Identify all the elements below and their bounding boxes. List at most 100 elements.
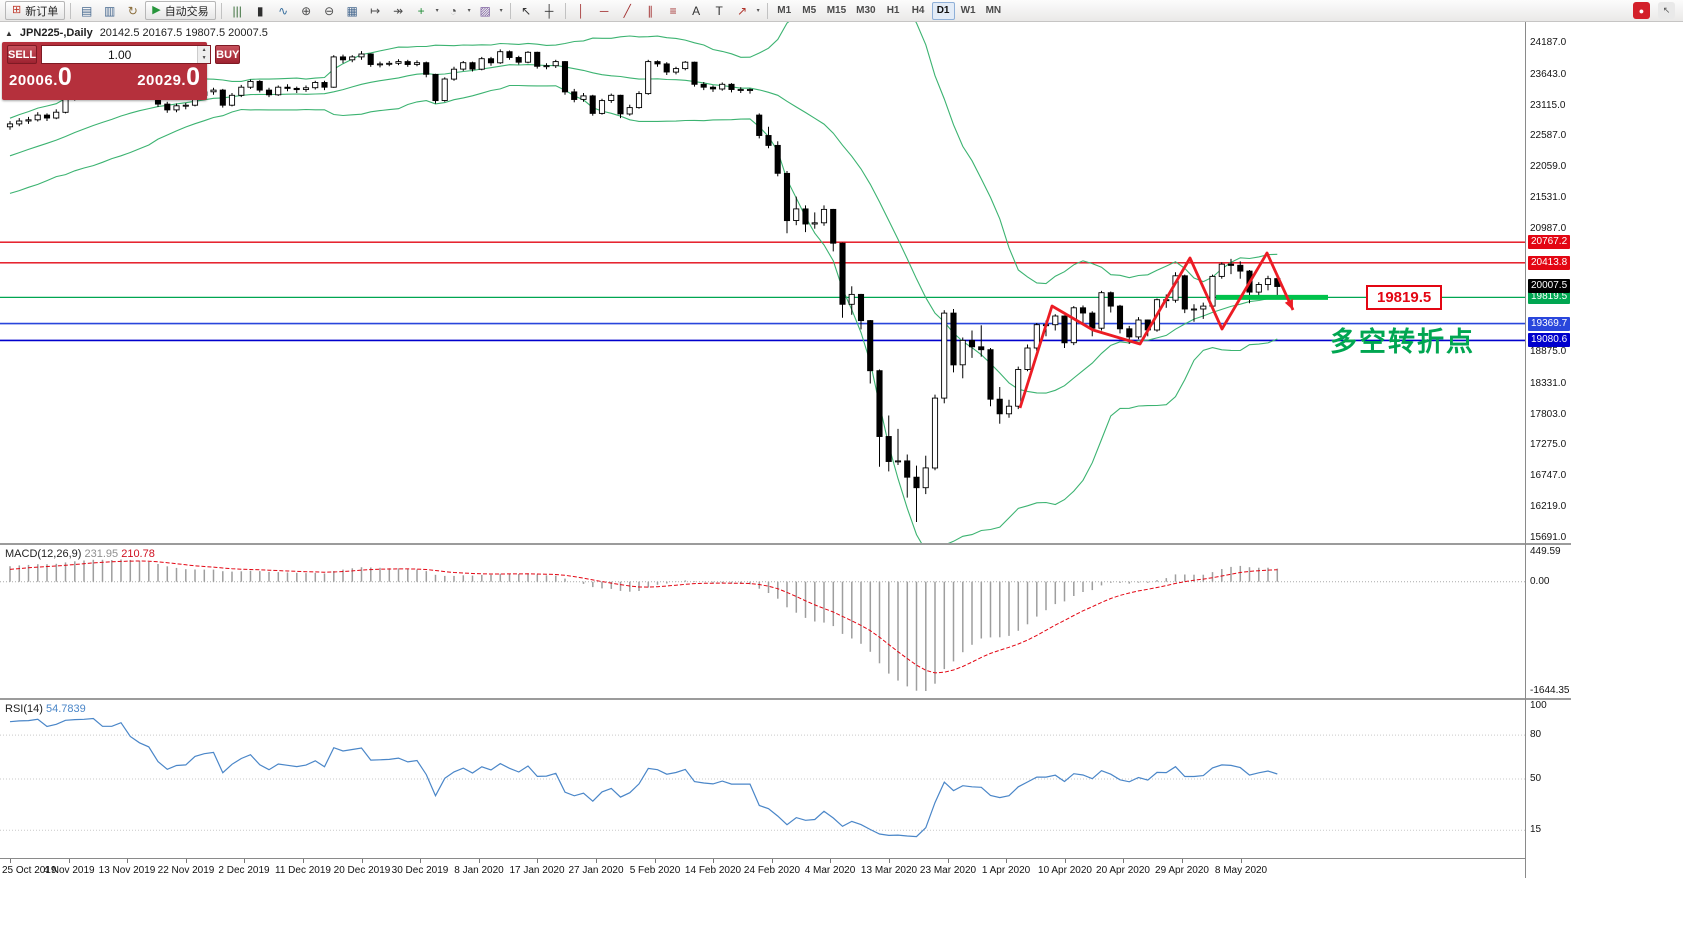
indicators-dropdown-caret[interactable]: ▾ bbox=[433, 7, 442, 14]
volume-spinner: ▲ ▼ bbox=[197, 46, 211, 63]
crosshair-icon[interactable]: ┼ bbox=[539, 1, 560, 20]
periods-icon[interactable]: ◔ bbox=[443, 1, 464, 20]
charts-grid-icon[interactable]: ▤ bbox=[76, 1, 97, 20]
support-resistance-lines[interactable] bbox=[0, 241, 1525, 342]
one-click-collapse-button[interactable]: ▲ bbox=[5, 28, 13, 38]
rsi-name: RSI(14) bbox=[5, 703, 43, 715]
volume-decrease-button[interactable]: ▼ bbox=[198, 54, 211, 63]
timeframe-d1-button[interactable]: D1 bbox=[931, 1, 955, 20]
cursor-icon[interactable]: ↖ bbox=[516, 1, 537, 20]
horizontal-line-icon[interactable]: ─ bbox=[594, 1, 615, 20]
rsi-value: 54.7839 bbox=[45, 703, 86, 715]
timeframe-h1-button[interactable]: H1 bbox=[882, 2, 905, 20]
arrows-dropdown-caret[interactable]: ▾ bbox=[754, 7, 763, 14]
time-axis[interactable]: 25 Oct 2019 4 Nov 2019 13 Nov 2019 22 Nov 2… bbox=[0, 858, 1525, 878]
trendline-icon[interactable]: ╱ bbox=[617, 1, 638, 20]
new-order-button[interactable]: ⊞ 新订单 bbox=[5, 1, 66, 20]
periods-dropdown-caret[interactable]: ▾ bbox=[465, 7, 474, 14]
timeframe-h4-button[interactable]: H4 bbox=[907, 2, 930, 20]
time-axis-label: 20 Apr 2020 bbox=[1096, 865, 1150, 876]
time-axis-label: 11 Dec 2019 bbox=[275, 865, 331, 876]
rsi-indicator-label: RSI(14) 54.7839 bbox=[5, 703, 86, 715]
broker-red-icon[interactable]: ● bbox=[1633, 2, 1650, 19]
price-tick-label: 23643.0 bbox=[1530, 69, 1567, 80]
auto-trading-button-label: 自动交易 bbox=[164, 5, 209, 18]
broker-pointer-icon[interactable]: ↖ bbox=[1658, 2, 1675, 19]
macd-main-value: 231.95 bbox=[84, 548, 119, 560]
price-tick-label: 23115.0 bbox=[1530, 100, 1566, 111]
timeframe-m15-button[interactable]: M15 bbox=[823, 2, 850, 20]
time-tick-mark bbox=[1006, 859, 1007, 863]
price-tick-label: 17803.0 bbox=[1530, 409, 1567, 420]
profiles-icon[interactable]: ▥ bbox=[99, 1, 120, 20]
fibonacci-icon[interactable]: ≡ bbox=[663, 1, 684, 20]
macd-axis-label: -1644.35 bbox=[1530, 685, 1570, 696]
indicators-add-icon[interactable]: + bbox=[411, 1, 432, 20]
zoom-in-icon[interactable]: ⊕ bbox=[296, 1, 317, 20]
price-tick-label: 24187.0 bbox=[1530, 37, 1567, 48]
macd-name: MACD(12,26,9) bbox=[5, 548, 82, 560]
rsi-panel[interactable] bbox=[0, 700, 1525, 858]
vertical-line-icon[interactable]: │ bbox=[571, 1, 592, 20]
text-icon[interactable]: A bbox=[686, 1, 707, 20]
timeframe-m30-button[interactable]: M30 bbox=[852, 2, 879, 20]
channel-icon[interactable]: ∥ bbox=[640, 1, 661, 20]
autotrade-play-icon: ▶ bbox=[152, 4, 161, 16]
line-chart-icon[interactable]: ∿ bbox=[273, 1, 294, 20]
price-level-callout[interactable]: 19819.5 bbox=[1366, 285, 1443, 310]
timeframe-m5-button[interactable]: M5 bbox=[798, 2, 821, 20]
timeframe-w1-button[interactable]: W1 bbox=[957, 2, 980, 20]
time-axis-label: 22 Nov 2019 bbox=[157, 865, 215, 876]
buy-price[interactable]: 20029. 0 bbox=[137, 65, 200, 90]
price-axis[interactable]: 24187.0 23643.0 23115.0 22587.0 22059.0 21531… bbox=[1527, 0, 1585, 947]
arrows-icon[interactable]: ↗ bbox=[732, 1, 753, 20]
macd-panel-separator[interactable] bbox=[0, 543, 1571, 545]
price-tick-label: 21531.0 bbox=[1530, 192, 1567, 203]
zoom-out-icon[interactable]: ⊖ bbox=[319, 1, 340, 20]
level-price-label: 20767.2 bbox=[1528, 235, 1571, 249]
chart-shift-icon[interactable]: ↠ bbox=[388, 1, 409, 20]
price-tick-label: 16747.0 bbox=[1530, 470, 1567, 481]
time-tick-mark bbox=[1182, 859, 1183, 863]
text-label-icon[interactable]: T bbox=[709, 1, 730, 20]
time-axis-label: 8 Jan 2020 bbox=[454, 865, 504, 876]
buy-button[interactable]: BUY bbox=[215, 45, 241, 64]
price-chart-canvas[interactable] bbox=[0, 22, 1525, 543]
time-tick-mark bbox=[596, 859, 597, 863]
timeframe-m1-button[interactable]: M1 bbox=[773, 2, 796, 20]
candlestick-chart-icon[interactable]: ▮ bbox=[250, 1, 271, 20]
time-axis-label: 24 Feb 2020 bbox=[743, 865, 801, 876]
axis-border bbox=[1525, 22, 1526, 878]
rsi-line bbox=[9, 717, 1278, 838]
auto-scroll-icon[interactable]: ↦ bbox=[365, 1, 386, 20]
sell-button[interactable]: SELL bbox=[7, 45, 38, 64]
timeframe-mn-button[interactable]: MN bbox=[982, 2, 1006, 20]
rsi-axis-label: 80 bbox=[1530, 729, 1542, 740]
toolbar-separator bbox=[70, 2, 72, 19]
refresh-icon[interactable]: ↻ bbox=[122, 1, 143, 20]
sell-price[interactable]: 20006. 0 bbox=[9, 65, 72, 90]
candles-series[interactable] bbox=[6, 49, 1281, 522]
current-price-label: 20007.5 bbox=[1528, 279, 1571, 293]
bollinger-bands[interactable] bbox=[9, 22, 1278, 543]
turning-point-note[interactable]: 多空转折点 bbox=[1330, 327, 1475, 357]
price-tick-label: 18875.0 bbox=[1530, 346, 1567, 357]
volume-increase-button[interactable]: ▲ bbox=[198, 46, 211, 55]
symbol-title: JPN225-,Daily bbox=[19, 27, 93, 39]
templates-dropdown-caret[interactable]: ▾ bbox=[497, 7, 506, 14]
auto-trading-button[interactable]: ▶ 自动交易 bbox=[145, 1, 216, 20]
tile-windows-icon[interactable]: ▦ bbox=[342, 1, 363, 20]
macd-panel[interactable] bbox=[0, 545, 1525, 698]
ohlc-bars-icon[interactable]: ||| bbox=[227, 1, 248, 20]
time-tick-mark bbox=[479, 859, 480, 863]
templates-icon[interactable]: ▨ bbox=[475, 1, 496, 20]
sell-price-main: 20006. bbox=[9, 72, 58, 89]
time-tick-mark bbox=[713, 859, 714, 863]
level-price-label: 20413.8 bbox=[1528, 256, 1571, 270]
volume-field: ▲ ▼ bbox=[41, 45, 212, 64]
zigzag-annotation bbox=[1018, 251, 1295, 409]
time-tick-mark bbox=[1241, 859, 1242, 863]
volume-input[interactable] bbox=[42, 46, 198, 63]
rsi-panel-separator[interactable] bbox=[0, 698, 1571, 700]
chart-annotations[interactable] bbox=[1018, 251, 1328, 409]
